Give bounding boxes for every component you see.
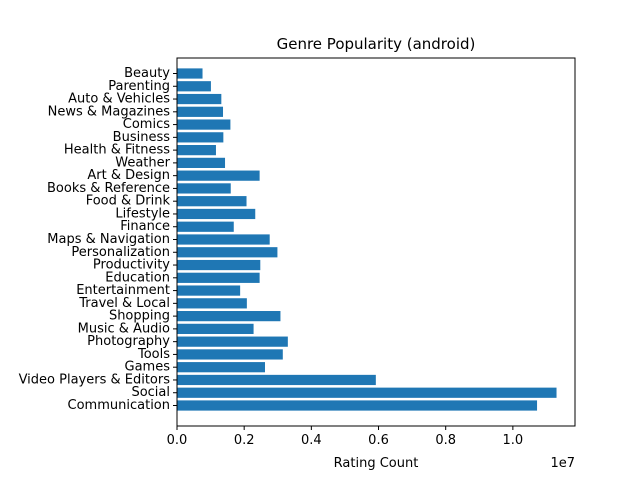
bar-3 [177,362,265,373]
y-tick-label: Health & Fitness [64,143,170,158]
x-axis-label: Rating Count [334,456,419,471]
y-tick-label: Photography [87,334,170,349]
bar-23 [177,106,224,117]
chart-title: Genre Popularity (android) [277,35,476,53]
y-tick-label: News & Magazines [48,104,171,119]
x-tick-label: 0.4 [301,433,322,448]
bar-19 [177,157,226,168]
y-tick-label: Social [131,385,170,400]
x-tick-label: 0.6 [368,433,389,448]
bar-18 [177,170,260,181]
bar-15 [177,208,256,220]
bar-9 [177,285,241,296]
bar-7 [177,311,281,322]
y-tick-label: Comics [123,117,170,132]
bar-11 [177,259,261,271]
bar-10 [177,272,260,283]
bar-2 [177,374,376,386]
y-tick-label: Business [113,130,171,145]
y-tick-label: Communication [68,398,170,413]
y-tick-label: Video Players & Editors [19,372,171,387]
y-tick-label: Auto & Vehicles [68,92,170,107]
bar-24 [177,93,222,105]
y-tick-label: Finance [120,219,170,234]
y-tick-label: Education [105,270,170,285]
y-tick-label: Productivity [93,258,170,273]
y-tick-label: Beauty [124,66,170,81]
bar-12 [177,247,278,258]
x-tick-label: 1.0 [503,433,524,448]
bar-25 [177,81,211,92]
y-tick-label: Games [125,360,171,375]
x-tick-label: 0.0 [167,433,188,448]
y-tick-label: Entertainment [76,283,170,298]
y-tick-label: Art & Design [87,168,170,183]
x-axis-ticks: 0.0 0.2 0.4 0.6 0.8 1.0 [167,426,524,448]
bar-6 [177,323,254,334]
bar-16 [177,196,247,207]
y-tick-label: Music & Audio [78,321,170,336]
bar-21 [177,132,224,143]
bar-0 [177,400,538,411]
bar-22 [177,119,231,130]
y-tick-label: Tools [137,347,170,362]
y-tick-label: Food & Drink [86,194,171,209]
y-tick-label: Travel & Local [78,296,170,311]
plot-frame [176,57,576,427]
bar-20 [177,145,216,156]
bar-26 [177,68,203,79]
bar-8 [177,298,247,309]
bar-14 [177,221,234,232]
y-tick-label: Personalization [71,245,170,260]
y-tick-label: Books & Reference [47,181,170,196]
y-tick-label: Weather [115,155,170,170]
x-axis-offset-text: 1e7 [550,456,575,471]
bar-4 [177,349,283,360]
y-tick-label: Shopping [109,309,170,324]
bar-17 [177,183,231,194]
bar-13 [177,234,270,245]
y-tick-label: Lifestyle [115,206,170,221]
y-tick-label: Maps & Navigation [47,232,170,247]
y-tick-label: Parenting [108,79,170,94]
bars-group [177,68,557,411]
x-tick-label: 0.8 [435,433,456,448]
bar-5 [177,336,288,347]
x-tick-label: 0.2 [234,433,255,448]
bar-1 [177,387,557,398]
